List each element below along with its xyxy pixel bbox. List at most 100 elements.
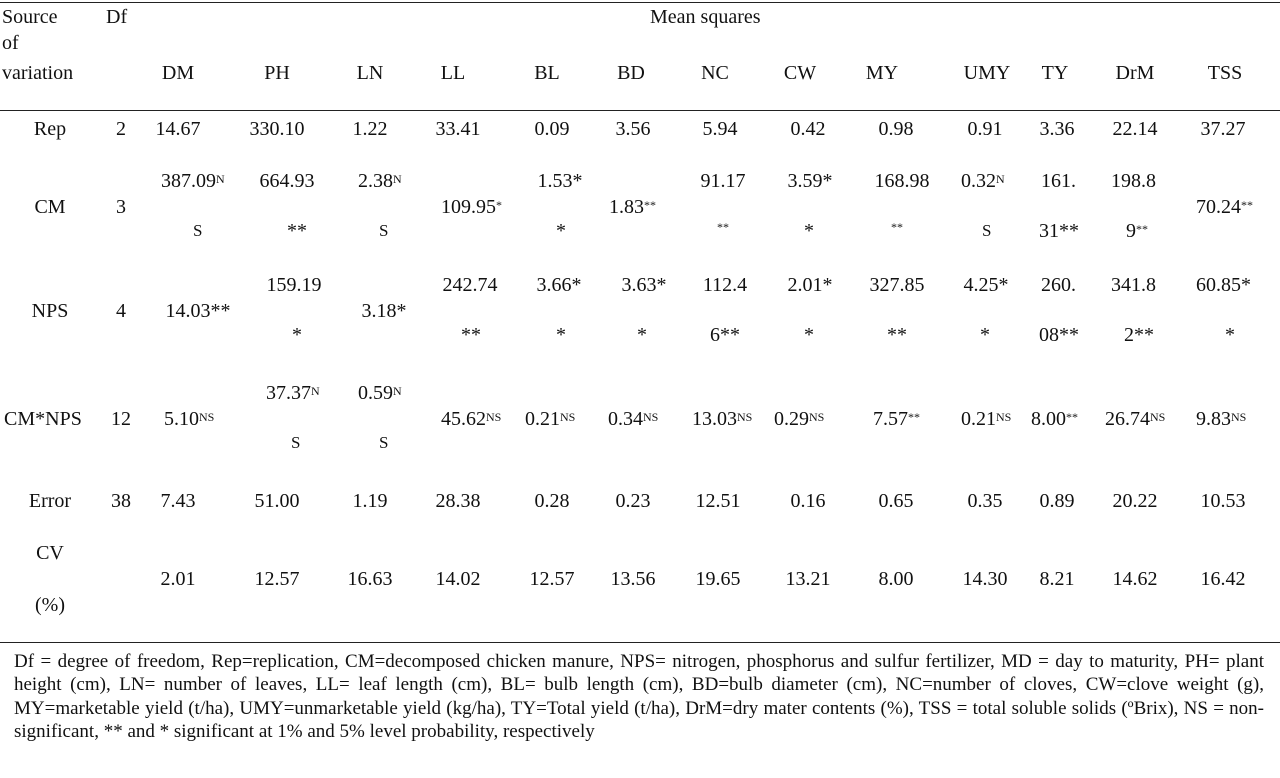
rep-tss: 37.27	[1200, 118, 1246, 140]
cv-my: 8.00	[878, 568, 914, 590]
row-label-cm: CM	[34, 196, 66, 218]
error-bl: 0.28	[534, 490, 570, 512]
cm-tss: 70.24**	[1196, 196, 1253, 218]
cv-bd: 13.56	[610, 568, 656, 590]
nps-drm-cont: 2**	[1124, 324, 1154, 346]
cm-nps-tss: 9.83NS	[1196, 408, 1247, 430]
cm-umy: 0.32N	[961, 170, 1005, 192]
rep-umy: 0.91	[967, 118, 1003, 140]
cm-cw-mark: *	[804, 220, 814, 242]
table-top-rule	[0, 2, 1280, 3]
nps-umy-mark: *	[980, 324, 990, 346]
cm-nps-ll: 45.62NS	[441, 408, 502, 430]
column-header-bl: BL	[534, 62, 560, 84]
rep-ph: 330.10	[249, 118, 305, 140]
cm-nps-my: 7.57**	[873, 408, 920, 430]
cv-ln: 16.63	[347, 568, 393, 590]
rep-my: 0.98	[878, 118, 914, 140]
error-ln: 1.19	[352, 490, 388, 512]
row-label-nps: NPS	[31, 300, 69, 322]
nps-my: 327.85	[869, 274, 925, 296]
cv-bl: 12.57	[529, 568, 575, 590]
cm-nps-dm: 5.10NS	[164, 408, 215, 430]
column-header-cw: CW	[783, 62, 817, 84]
nps-ln: 3.18*	[361, 300, 407, 322]
rep-ll: 33.41	[435, 118, 481, 140]
error-my: 0.65	[878, 490, 914, 512]
nps-cw: 2.01*	[787, 274, 833, 296]
error-ty: 0.89	[1039, 490, 1075, 512]
nps-bd: 3.63*	[621, 274, 667, 296]
cm-bd: 1.83**	[609, 196, 656, 218]
row-df-rep: 2	[116, 118, 126, 140]
rep-cw: 0.42	[790, 118, 826, 140]
column-header-tss: TSS	[1207, 62, 1243, 84]
cm-ty-cont: 31**	[1039, 220, 1079, 242]
error-ll: 28.38	[435, 490, 481, 512]
cm-nps-ln-suffix: S	[379, 433, 389, 452]
column-header-nc: NC	[701, 62, 729, 84]
rep-ty: 3.36	[1039, 118, 1075, 140]
row-df-cm-nps: 12	[111, 408, 131, 430]
nps-ty: 260.	[1041, 274, 1076, 296]
error-bd: 0.23	[615, 490, 651, 512]
cm-nps-bl: 0.21NS	[525, 408, 576, 430]
table-footnote: Df = degree of freedom, Rep=replication,…	[14, 651, 1264, 743]
cm-dm-suffix: S	[193, 221, 203, 240]
cv-tss: 16.42	[1200, 568, 1246, 590]
row-df-error: 38	[111, 490, 131, 512]
table-bottom-rule	[0, 642, 1280, 643]
nps-umy: 4.25*	[963, 274, 1009, 296]
column-header-dm: DM	[161, 62, 195, 84]
cm-ll: 109.95*	[441, 196, 502, 218]
cm-nps-nc: 13.03NS	[692, 408, 753, 430]
nps-ty-cont: 08**	[1039, 324, 1079, 346]
rep-nc: 5.94	[702, 118, 738, 140]
nps-cw-mark: *	[804, 324, 814, 346]
cm-nps-ph: 37.37N	[266, 382, 320, 404]
nps-ll-mark: **	[461, 324, 481, 346]
header-source-line1: Source	[2, 6, 58, 28]
column-header-drm: DrM	[1115, 62, 1155, 84]
cv-cw: 13.21	[785, 568, 831, 590]
rep-bd: 3.56	[615, 118, 651, 140]
column-header-ll: LL	[440, 62, 466, 84]
cm-cw: 3.59*	[787, 170, 833, 192]
nps-my-mark: **	[887, 324, 907, 346]
cm-my: 168.98	[874, 170, 930, 192]
error-ph: 51.00	[254, 490, 300, 512]
row-label-cm-nps: CM*NPS	[4, 408, 82, 430]
column-header-ty: TY	[1041, 62, 1069, 84]
cv-ph: 12.57	[254, 568, 300, 590]
nps-ll: 242.74	[442, 274, 498, 296]
header-source-line3: variation	[2, 62, 74, 84]
cm-nps-bd: 0.34NS	[608, 408, 659, 430]
nps-ph-mark: *	[292, 324, 302, 346]
cm-nc-mark: **	[717, 220, 729, 234]
row-df-cm: 3	[116, 196, 126, 218]
cv-nc: 19.65	[695, 568, 741, 590]
cv-ty: 8.21	[1039, 568, 1075, 590]
error-cw: 0.16	[790, 490, 826, 512]
nps-tss-mark: *	[1225, 324, 1235, 346]
error-drm: 20.22	[1112, 490, 1158, 512]
cm-ph-mark: **	[287, 220, 307, 242]
nps-drm: 341.8	[1111, 274, 1156, 296]
nps-nc-cont: 6**	[710, 324, 740, 346]
cm-ph: 664.93	[259, 170, 315, 192]
row-label-error: Error	[28, 490, 72, 512]
column-header-my: MY	[865, 62, 899, 84]
cv-umy: 14.30	[962, 568, 1008, 590]
header-bottom-rule	[0, 110, 1280, 111]
cv-ll: 14.02	[435, 568, 481, 590]
cm-nps-umy: 0.21NS	[961, 408, 1012, 430]
cm-ln-suffix: S	[379, 221, 389, 240]
cm-nps-ln: 0.59N	[358, 382, 402, 404]
header-mean-squares: Mean squares	[650, 6, 761, 28]
column-header-umy: UMY	[963, 62, 1011, 84]
cm-my-mark: **	[891, 220, 903, 234]
cm-dm: 387.09N	[161, 170, 225, 192]
rep-bl: 0.09	[534, 118, 570, 140]
nps-tss: 60.85*	[1196, 274, 1251, 296]
nps-bd-mark: *	[637, 324, 647, 346]
